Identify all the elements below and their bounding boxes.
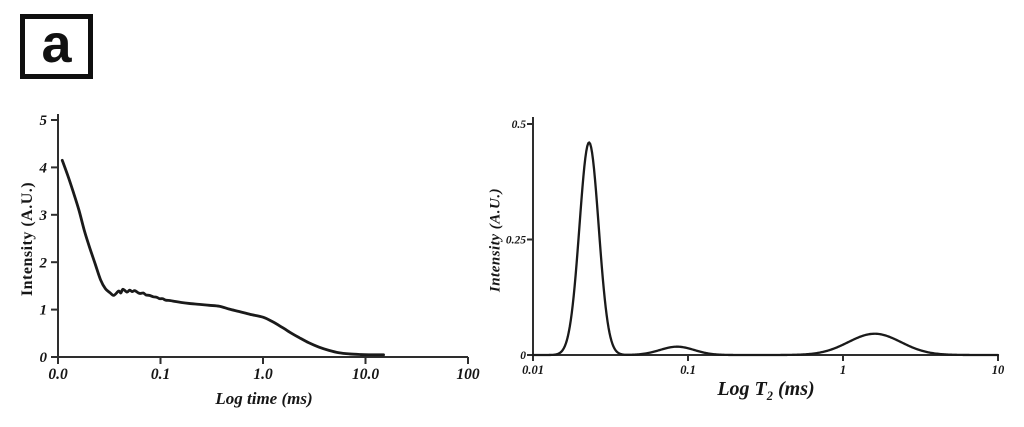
t2-x-label-subscript: 2 [766,389,773,403]
y-tick-label: 1 [40,303,48,319]
x-tick-label: 0.01 [522,363,544,377]
panel-label-box: a [20,14,93,79]
y-tick-label: 2 [39,255,48,271]
x-tick-label: 1 [840,363,846,377]
t2-chart-y-axis-label: Intensity (A.U.) [487,187,504,293]
decay-chart-x-axis-label: Log time (ms) [215,389,313,408]
y-tick-label: 0 [520,350,526,362]
y-tick-label: 4 [39,161,48,177]
x-tick-label: 10 [992,363,1005,377]
axis-line [532,117,998,356]
x-tick-label: 10.0 [352,366,379,383]
decay-curve [60,158,385,357]
x-tick-label: 0.1 [680,363,696,377]
t2-chart-x-axis-label: Log T2 (ms) [717,378,814,404]
x-tick-label: 0.1 [151,366,170,383]
y-tick-label: 0.25 [506,234,526,246]
t2-distribution-curve [531,141,1000,357]
t2-x-label-post: (ms) [772,378,815,400]
y-tick-label: 3 [39,208,48,224]
y-tick-label: 0 [40,350,48,366]
t2-x-label-pre: Log T [717,378,767,400]
y-tick-label: 5 [40,113,48,129]
x-tick-label: 1.0 [253,366,273,383]
x-tick-label: 0.0 [48,366,68,383]
panel-label: a [41,13,72,74]
x-tick-label: 100 [456,366,480,383]
y-tick-label: 0.5 [512,119,527,131]
decay-chart-y-axis-label: Intensity (A.U.) [19,181,36,297]
